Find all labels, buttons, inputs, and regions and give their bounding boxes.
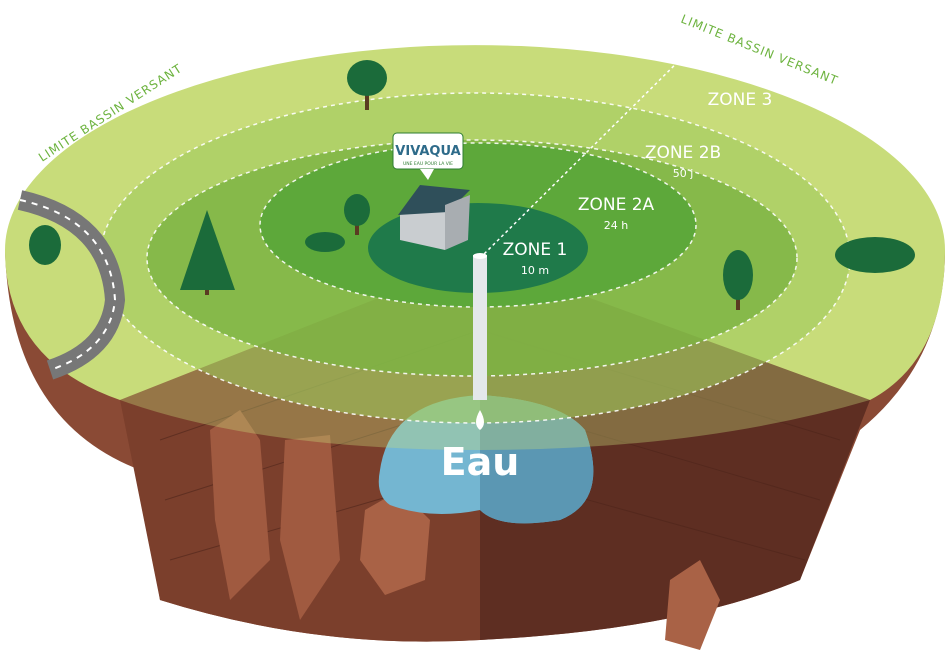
zone-detail: 50 j bbox=[673, 167, 694, 180]
zone-detail: 10 m bbox=[521, 264, 549, 277]
brand: VIVAQUA bbox=[395, 144, 460, 159]
zone-name: ZONE 2A bbox=[578, 195, 655, 215]
illustration: VIVAQUA UNE EAU POUR LA VIE Eau ZONE 1 1… bbox=[0, 0, 947, 667]
zone-name: ZONE 3 bbox=[708, 90, 773, 110]
zone-name: ZONE 1 bbox=[503, 240, 568, 260]
aquifer-label: Eau bbox=[441, 440, 520, 484]
zone-detail: 24 h bbox=[604, 219, 628, 232]
well bbox=[473, 255, 487, 400]
zone-name: ZONE 2B bbox=[645, 143, 721, 163]
tagline: UNE EAU POUR LA VIE bbox=[403, 161, 453, 167]
well-top bbox=[473, 253, 487, 259]
